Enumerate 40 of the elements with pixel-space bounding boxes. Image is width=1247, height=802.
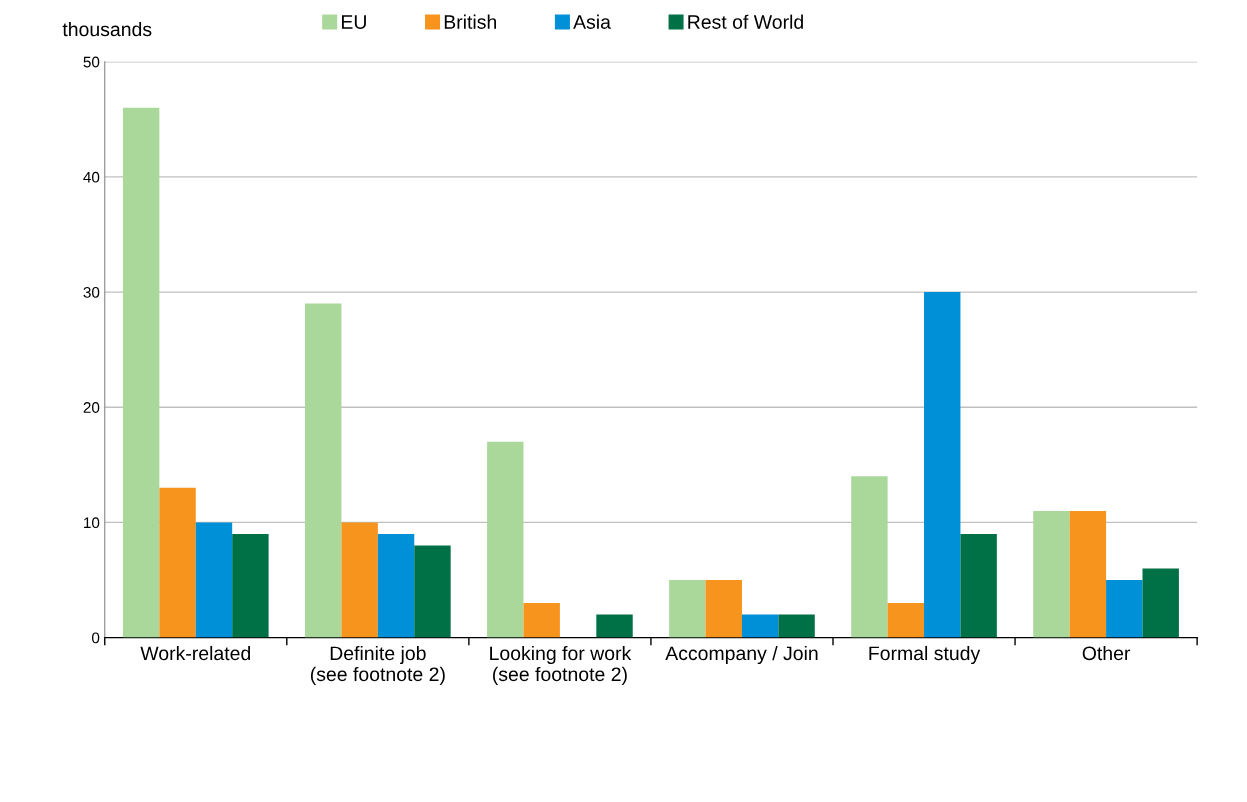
bar: [1069, 510, 1107, 638]
x-tick-label: Accompany / Join: [665, 645, 818, 665]
x-tick-label: Definite job (see footnote 2): [310, 645, 445, 685]
x-tick-label: Work-related: [140, 645, 251, 661]
bar: [924, 292, 961, 638]
bar: [1142, 568, 1179, 638]
bar: [159, 487, 196, 638]
bar: [778, 614, 815, 638]
bar: [851, 476, 888, 638]
bar: [596, 614, 633, 638]
bar: [232, 533, 269, 638]
x-tick-label: Formal study: [869, 645, 981, 665]
legend-label: Asia: [573, 14, 611, 29]
y-tick-label: 10: [84, 517, 100, 529]
y-tick-label: 0: [91, 632, 100, 644]
bar: [960, 533, 997, 638]
bar: [305, 303, 342, 638]
bar: [487, 441, 524, 638]
bar: [414, 545, 451, 638]
bar: [523, 603, 560, 638]
bar: [195, 522, 233, 638]
y-tick-label: 20: [83, 402, 100, 413]
y-tick-label: 30: [83, 286, 100, 298]
bar: [1106, 580, 1143, 638]
y-tick-label: 40: [83, 171, 100, 183]
legend-label: EU: [341, 15, 366, 29]
bar: [377, 533, 415, 638]
legend-label: Rest of World: [688, 14, 803, 29]
bar: [887, 603, 925, 638]
legend-label: British: [444, 14, 496, 29]
bar: [705, 580, 742, 638]
bar: [741, 614, 779, 638]
bar: [341, 522, 378, 638]
x-tick-label: Other: [1082, 645, 1131, 661]
x-tick-label: Looking for work (see footnote 2): [490, 645, 632, 685]
bar: [122, 107, 160, 638]
bar: [669, 580, 706, 638]
y-tick-label: 50: [83, 56, 100, 68]
bar: [1033, 510, 1070, 638]
y-axis-title: thousands: [62, 21, 152, 37]
